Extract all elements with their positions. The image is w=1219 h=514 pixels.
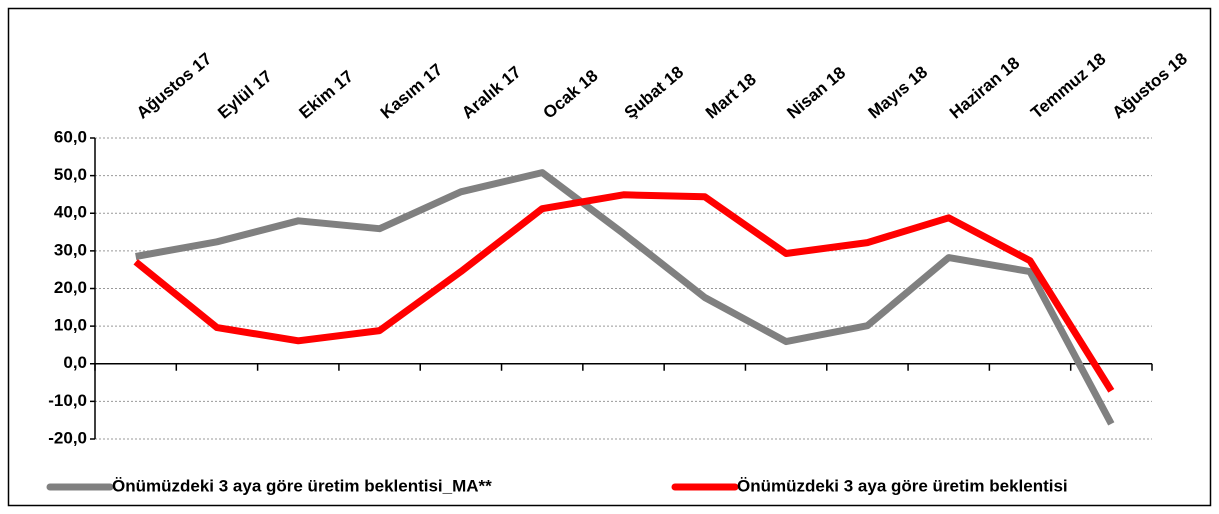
x-tick-label: Ocak 18 (539, 66, 601, 122)
x-tick-label: Aralık 17 (458, 62, 525, 122)
x-tick-label: Mayıs 18 (865, 62, 932, 122)
x-tick-label: Nisan 18 (783, 63, 849, 123)
series-line (133, 191, 1115, 393)
y-tick-label: -20,0 (48, 428, 87, 447)
legend-label: Önümüzdeki 3 aya göre üretim beklentisi_… (112, 476, 492, 495)
y-tick-label: 40,0 (54, 203, 87, 222)
y-tick-label: 20,0 (54, 278, 87, 297)
x-tick-label: Ekim 17 (296, 67, 357, 123)
x-tick-label: Mart 18 (702, 70, 760, 123)
y-tick-label: -10,0 (48, 391, 87, 410)
series-line (135, 169, 1115, 426)
x-tick-label: Temmuz 18 (1027, 49, 1109, 122)
y-tick-label: 60,0 (54, 127, 87, 146)
x-tick-label: Haziran 18 (946, 53, 1023, 122)
x-tick-label: Ağustos 18 (1109, 49, 1191, 122)
y-tick-label: 10,0 (54, 316, 87, 335)
x-tick-label: Ağustos 17 (133, 49, 215, 122)
chart-border (7, 7, 1212, 507)
legend-label: Önümüzdeki 3 aya göre üretim beklentisi (737, 476, 1068, 495)
y-tick-label: 30,0 (54, 240, 87, 259)
x-tick-label: Eylül 17 (214, 67, 275, 123)
x-tick-label: Şubat 18 (621, 62, 687, 122)
y-tick-label: 50,0 (54, 165, 87, 184)
x-tick-label: Kasım 17 (377, 60, 446, 123)
y-tick-label: 0,0 (63, 353, 87, 372)
